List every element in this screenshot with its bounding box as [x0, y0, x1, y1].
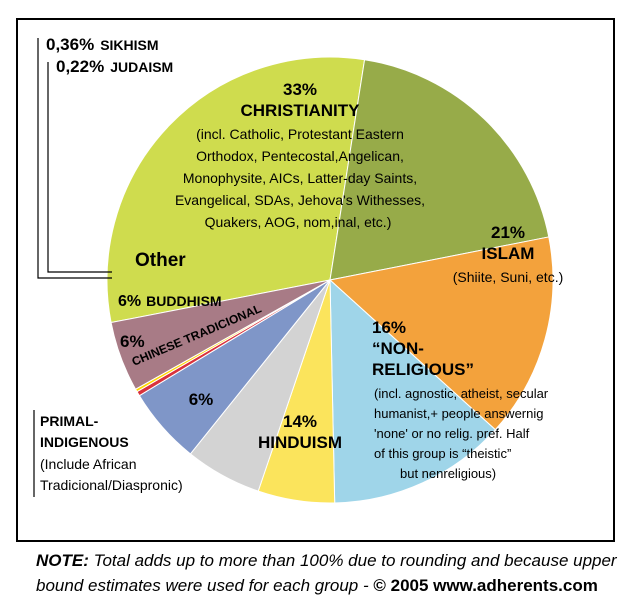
christianity-note-1: (incl. Catholic, Protestant Eastern	[196, 126, 404, 142]
nonreligious-name-1: “NON-	[372, 339, 424, 358]
nonreligious-note-2: humanist,+ people answernig	[374, 406, 543, 421]
christianity-slice	[106, 56, 366, 324]
islam-pct: 21%	[491, 223, 525, 242]
note-label: NOTE:	[36, 551, 89, 570]
nonreligious-note-3: 'none' or no relig. pref. Half	[374, 426, 530, 441]
chart-frame	[16, 18, 615, 542]
other-label: Other	[135, 250, 186, 271]
sikhism-name: SIKHISM	[100, 37, 158, 53]
hinduism-pct: 14%	[283, 412, 317, 431]
islam-note: (Shiite, Suni, etc.)	[453, 269, 564, 285]
judaism-pct: 0,22%	[56, 57, 104, 76]
note-text-1: Total adds up to more than 100% due to r…	[88, 551, 617, 570]
sikhism-pct: 0,36%	[46, 35, 94, 54]
sikhism-label: 0,36% SIKHISM	[46, 35, 159, 54]
christianity-note-2: Orthodox, Pentecostal,Angelican,	[196, 148, 404, 164]
judaism-callout-line	[47, 62, 112, 273]
christianity-note-4: Evangelical, SDAs, Jehova's Withesses,	[175, 192, 425, 208]
nonreligious-pct: 16%	[372, 318, 406, 337]
christianity-note-3: Monophysite, AICs, Latter-day Saints,	[183, 170, 417, 186]
islam-slice	[329, 59, 550, 281]
nonreligious-note-4: of this group is “theistic”	[374, 446, 511, 461]
note-text-2: bound estimates were used for each group…	[36, 576, 374, 595]
primal-pct: 6%	[189, 390, 214, 409]
footer-note: NOTE: Total adds up to more than 100% du…	[36, 548, 626, 598]
nonreligious-note-5: but nenreligious)	[400, 466, 496, 481]
chinese-pct: 6%	[120, 332, 145, 351]
judaism-name: JUDAISM	[110, 59, 173, 75]
other-slice	[110, 279, 331, 390]
buddhism-name: BUDDHISM	[146, 293, 221, 309]
copyright-text: © 2005 www.adherents.com	[373, 576, 598, 595]
sikhism-callout-line	[37, 38, 112, 279]
primal-title-2: INDIGENOUS	[40, 434, 129, 450]
judaism-label: 0,22% JUDAISM	[56, 57, 173, 76]
hinduism-name: HINDUISM	[258, 433, 342, 452]
primal-title-1: PRIMAL-	[40, 413, 99, 429]
islam-name: ISLAM	[482, 244, 535, 263]
footer-line-2: bound estimates were used for each group…	[36, 573, 626, 598]
nonreligious-name-2: RELIGIOUS”	[372, 360, 474, 379]
buddhism-pct: 6%	[118, 293, 141, 310]
primal-note-2: Tradicional/Diaspronic)	[40, 477, 183, 493]
hinduism-slice	[329, 278, 497, 504]
pie-slices	[106, 56, 554, 504]
nonreligious-note-1: (incl. agnostic, atheist, secular	[374, 386, 549, 401]
christianity-pct: 33%	[283, 80, 317, 99]
christianity-name: CHRISTIANITY	[241, 101, 361, 120]
buddhism-label: 6% BUDDHISM	[118, 293, 222, 310]
primal-note-1: (Include African	[40, 456, 137, 472]
footer-line-1: NOTE: Total adds up to more than 100% du…	[36, 548, 626, 573]
nonreligious-slice	[328, 236, 554, 431]
christianity-note-5: Quakers, AOG, nom,inal, etc.)	[205, 214, 392, 230]
